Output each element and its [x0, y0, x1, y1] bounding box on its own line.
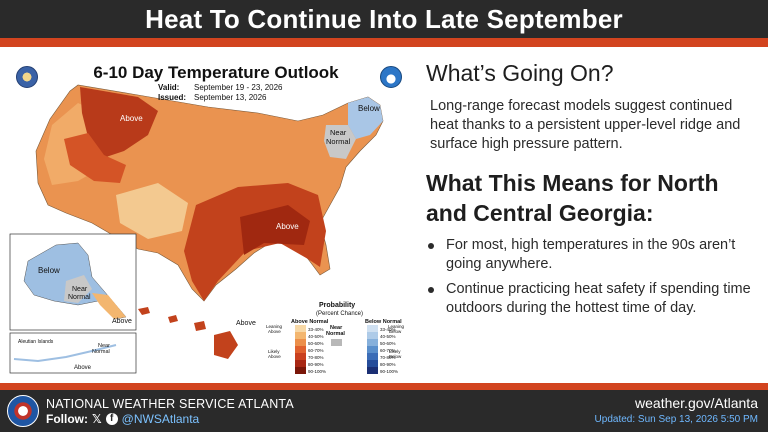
likely-above-l1: Likely	[268, 349, 280, 354]
bullet-item: Continue practicing heat safety if spend…	[426, 280, 762, 318]
follow-row: Follow: 𝕏 f @NWSAtlanta	[46, 412, 199, 426]
label-above-se: Above	[276, 222, 299, 231]
heading-what-this-means: What This Means for North and Central Ge…	[426, 170, 719, 226]
header-bar: Heat To Continue Into Late September	[0, 0, 768, 38]
legend-near-l1: Near	[330, 325, 343, 331]
label-below-ne: Below	[358, 104, 380, 113]
conus-above-se-core	[240, 205, 310, 255]
outlook-map: Above Above Below Near Normal Below Near N…	[9, 84, 405, 374]
alaska-near-normal	[64, 275, 92, 303]
legend-title: Probability	[319, 302, 355, 309]
issued-label: Issued:	[158, 93, 187, 102]
label-near-ak-l2: Normal	[68, 294, 91, 301]
likely-below-l2: Below	[389, 354, 402, 359]
page-title: Heat To Continue Into Late September	[145, 3, 623, 34]
legend-range-above-2: 40-50%	[308, 334, 324, 339]
legend-subtitle: (Percent Chance)	[316, 311, 363, 317]
label-near-normal-ne: Near Normal	[326, 128, 351, 146]
legend-ranges-below: 33-40% 40-50% 50-60% 60-70% 70-80% 80-90…	[380, 327, 398, 374]
legend-range-above-7: 90-100%	[308, 369, 326, 374]
legend-likely-above: Likely Above	[268, 349, 281, 359]
map-dates: Valid: September 19 - 23, 2026 Issued: Sep…	[158, 83, 283, 103]
follow-label: Follow:	[46, 412, 88, 426]
social-handle-link[interactable]: @NWSAtlanta	[121, 412, 200, 426]
footer-bar: NATIONAL WEATHER SERVICE ATLANTA Follow:…	[0, 390, 768, 432]
noaa-logo-icon	[380, 66, 402, 88]
leaning-above-l2: Above	[268, 329, 281, 334]
valid-label: Valid:	[158, 83, 180, 92]
likely-above-l2: Above	[268, 354, 281, 359]
label-near-ne-l2: Normal	[326, 137, 351, 146]
summary-paragraph: Long-range forecast models suggest conti…	[430, 98, 741, 152]
footer-accent-stripe	[0, 383, 768, 390]
legend-ranges-above: 33-40% 40-50% 50-60% 60-70% 70-80% 80-90…	[308, 327, 326, 374]
legend-range-below-2: 40-50%	[380, 334, 396, 339]
map-title: 6-10 Day Temperature Outlook	[93, 63, 339, 82]
legend-near-l2: Normal	[326, 331, 345, 337]
valid-row: Valid: September 19 - 23, 2026	[158, 83, 283, 93]
outlook-map-panel: Above Above Below Near Normal Below Near N…	[8, 55, 412, 377]
legend-likely-below: Likely Below	[389, 349, 402, 359]
header-accent-stripe	[0, 38, 768, 47]
legend-range-above-4: 60-70%	[308, 348, 324, 353]
conus-near-normal-ne	[324, 125, 356, 159]
label-near-ne-l1: Near	[330, 128, 347, 137]
legend-below-header: Below Normal	[365, 319, 402, 325]
aleutian-inset-frame	[9, 332, 137, 374]
nws-logo-icon	[7, 395, 39, 427]
legend-swatches	[295, 325, 378, 374]
legend-range-below-1: 33-40%	[380, 327, 396, 332]
label-near-al-l1: Near	[98, 343, 110, 349]
legend-range-below-6: 80-90%	[380, 362, 396, 367]
legend-near-header: Near Normal	[326, 325, 345, 337]
aleutian-chain	[13, 344, 117, 363]
facebook-icon[interactable]: f	[105, 413, 118, 425]
heading-whats-going-on: What’s Going On?	[426, 60, 614, 86]
leaning-above-l1: Leaning	[266, 324, 283, 329]
hawaii-islands	[138, 307, 238, 359]
label-near-ak-l1: Near	[72, 286, 88, 293]
explanation-panel: What’s Going On? Long-range forecast mod…	[426, 60, 762, 324]
valid-value: September 19 - 23, 2026	[194, 83, 283, 92]
issued-row: Issued: September 13, 2026	[158, 93, 283, 103]
legend-range-above-6: 80-90%	[308, 362, 324, 367]
label-above-hi: Above	[236, 320, 256, 327]
label-near-normal-ak: Near Normal	[68, 286, 91, 301]
doc-seal-icon	[16, 66, 38, 88]
legend-above-header: Above Normal	[291, 319, 329, 325]
x-icon[interactable]: 𝕏	[92, 412, 102, 426]
office-name: NATIONAL WEATHER SERVICE ATLANTA	[46, 397, 294, 411]
conus-above-mid	[64, 133, 126, 183]
label-above-ak: Above	[112, 318, 132, 325]
alaska-above	[92, 293, 126, 319]
label-below-ak: Below	[38, 266, 60, 275]
label-above-nw: Above	[120, 114, 143, 123]
impact-bullets: For most, high temperatures in the 90s a…	[426, 236, 762, 318]
updated-timestamp: Updated: Sun Sep 13, 2026 5:50 PM	[594, 414, 758, 425]
legend-range-below-7: 90-100%	[380, 369, 398, 374]
label-near-normal-aleutian: Near Normal	[92, 343, 110, 355]
legend-range-above-5: 70-80%	[308, 355, 324, 360]
leaning-below-l2: Below	[389, 329, 402, 334]
conus-below-ne	[348, 97, 383, 139]
legend-range-below-5: 70-80%	[380, 355, 396, 360]
legend-range-above-1: 33-40%	[308, 327, 324, 332]
legend-range-above-3: 50-60%	[308, 341, 324, 346]
bullet-item: For most, high temperatures in the 90s a…	[426, 236, 762, 274]
likely-below-l1: Likely	[389, 349, 401, 354]
label-near-al-l2: Normal	[92, 349, 110, 355]
conus-above-nw	[80, 87, 158, 159]
legend-range-below-4: 60-70%	[380, 348, 396, 353]
label-above-aleutian: Above	[74, 365, 92, 371]
leaning-below-l1: Leaning	[388, 324, 405, 329]
legend-leaning-below: Leaning Below	[388, 324, 405, 334]
conus-near-normal-central	[116, 183, 188, 239]
website-link[interactable]: weather.gov/Atlanta	[635, 395, 758, 411]
issued-value: September 13, 2026	[194, 93, 267, 102]
label-aleutian: Aleutian Islands	[18, 339, 54, 345]
legend-leaning-above: Leaning Above	[266, 324, 283, 334]
legend-range-below-3: 50-60%	[380, 341, 396, 346]
